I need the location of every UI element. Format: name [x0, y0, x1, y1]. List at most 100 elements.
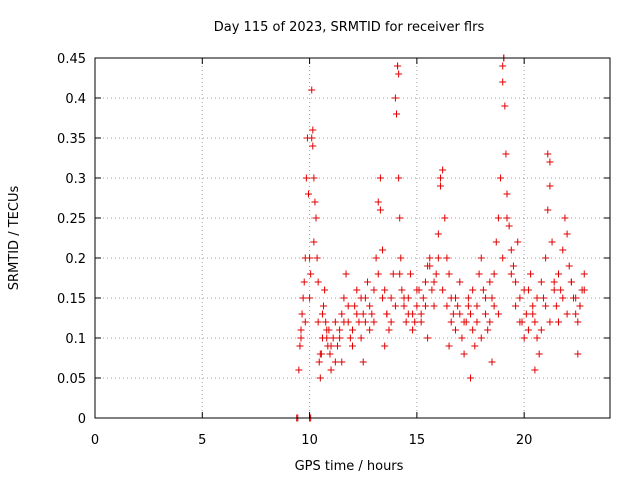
data-point: [567, 278, 575, 286]
data-point: [340, 318, 348, 326]
data-point: [580, 270, 588, 278]
data-point: [310, 174, 318, 182]
data-point: [307, 270, 315, 278]
data-point: [368, 310, 376, 318]
y-tick-label: 0.2: [65, 252, 86, 267]
data-point: [299, 294, 307, 302]
data-point: [300, 278, 308, 286]
data-point: [296, 342, 304, 350]
data-point: [499, 62, 507, 70]
data-point: [346, 334, 354, 342]
data-point: [539, 294, 547, 302]
data-point: [458, 334, 466, 342]
data-point: [467, 310, 475, 318]
data-point: [376, 174, 384, 182]
data-point: [522, 310, 530, 318]
data-point: [445, 342, 453, 350]
data-point: [507, 246, 515, 254]
data-point: [397, 254, 405, 262]
data-point: [516, 294, 524, 302]
x-axis-label: GPS time / hours: [295, 459, 404, 474]
data-point: [326, 350, 334, 358]
data-point: [355, 318, 363, 326]
data-point: [372, 254, 380, 262]
data-point: [514, 238, 522, 246]
data-point: [349, 326, 356, 334]
data-point: [327, 366, 335, 374]
x-tick-label: 5: [198, 433, 206, 448]
data-point: [452, 326, 459, 334]
data-point: [447, 318, 455, 326]
data-point: [559, 294, 567, 302]
data-point: [417, 318, 425, 326]
data-point: [364, 278, 372, 286]
data-point: [400, 294, 408, 302]
data-point: [430, 278, 438, 286]
data-point: [306, 294, 314, 302]
data-point: [479, 286, 487, 294]
data-point: [520, 286, 528, 294]
data-point: [550, 278, 558, 286]
data-point: [456, 278, 464, 286]
data-point: [421, 302, 429, 310]
data-point: [396, 214, 404, 222]
data-point: [572, 294, 580, 302]
data-point: [381, 342, 389, 350]
data-point: [387, 318, 395, 326]
data-point: [477, 334, 485, 342]
data-point: [503, 190, 511, 198]
data-point: [385, 326, 393, 334]
data-point: [499, 254, 507, 262]
data-point: [370, 318, 378, 326]
data-point: [338, 358, 346, 366]
data-point: [537, 278, 545, 286]
data-point: [443, 302, 451, 310]
data-point: [359, 310, 367, 318]
data-point: [336, 334, 344, 342]
data-point: [323, 334, 331, 342]
data-point: [349, 342, 356, 350]
data-point: [357, 334, 365, 342]
data-point: [340, 294, 348, 302]
data-point: [338, 310, 346, 318]
data-point: [452, 294, 459, 302]
y-tick-label: 0.25: [57, 212, 86, 227]
data-point: [464, 294, 472, 302]
data-point: [370, 286, 378, 294]
data-point: [516, 318, 524, 326]
data-point: [464, 302, 472, 310]
data-point: [503, 214, 511, 222]
data-point: [484, 326, 492, 334]
data-point: [497, 174, 505, 182]
data-point: [552, 302, 560, 310]
y-tick-label: 0.35: [57, 132, 86, 147]
data-point: [529, 310, 537, 318]
data-point: [555, 318, 562, 326]
y-tick-label: 0.1: [65, 332, 86, 347]
data-point: [456, 310, 464, 318]
data-point: [379, 294, 387, 302]
data-point: [505, 222, 513, 230]
data-point: [537, 326, 545, 334]
data-point: [327, 342, 335, 350]
data-point: [430, 302, 438, 310]
data-point: [315, 358, 323, 366]
data-point: [379, 246, 387, 254]
data-point: [544, 150, 552, 158]
data-point: [329, 334, 337, 342]
data-point: [548, 238, 556, 246]
x-tick-label: 20: [516, 433, 533, 448]
y-tick-label: 0.45: [57, 52, 86, 67]
data-point: [439, 286, 447, 294]
data-point: [482, 294, 490, 302]
data-point: [366, 302, 374, 310]
data-point: [574, 350, 582, 358]
y-tick-label: 0.4: [65, 92, 86, 107]
data-point: [524, 326, 532, 334]
data-point: [353, 310, 361, 318]
data-point: [473, 302, 481, 310]
data-point: [383, 310, 391, 318]
data-points: [293, 54, 588, 422]
data-point: [413, 302, 421, 310]
